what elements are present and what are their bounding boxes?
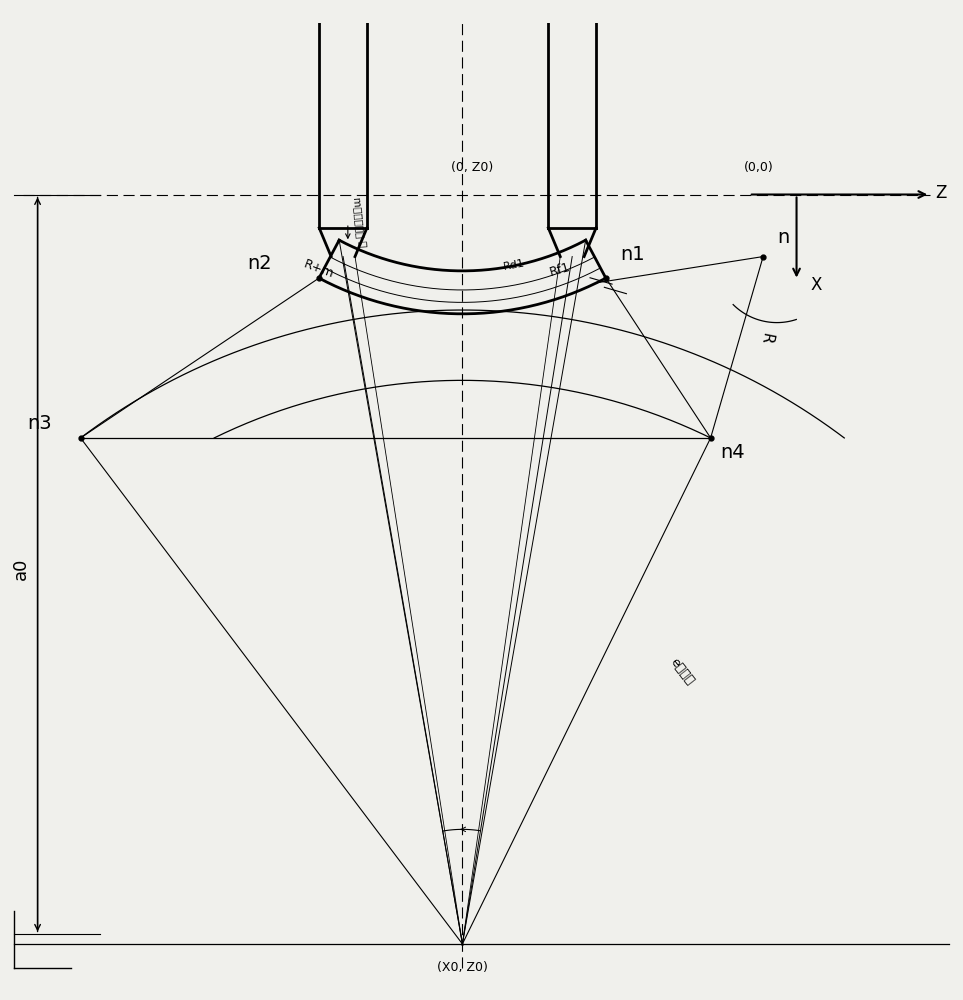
Text: n4: n4 (720, 443, 744, 462)
Text: X: X (811, 276, 822, 294)
Text: Rd1: Rd1 (502, 258, 526, 272)
Text: Z: Z (935, 184, 947, 202)
Text: m相切切削速: m相切切削速 (351, 197, 364, 239)
Text: n3: n3 (27, 414, 52, 433)
Text: Rf1: Rf1 (548, 261, 572, 279)
Text: n1: n1 (620, 245, 645, 264)
Text: (X0, Z0): (X0, Z0) (437, 961, 488, 974)
Text: e工作角: e工作角 (667, 656, 696, 688)
Text: R: R (757, 331, 774, 344)
Text: n2: n2 (247, 254, 272, 273)
Text: (0,0): (0,0) (743, 161, 773, 174)
Text: R+m: R+m (302, 258, 336, 281)
Text: (0, Z0): (0, Z0) (451, 161, 493, 174)
Text: n: n (777, 228, 790, 247)
Text: a0: a0 (12, 558, 30, 580)
Text: 矢: 矢 (357, 241, 368, 248)
